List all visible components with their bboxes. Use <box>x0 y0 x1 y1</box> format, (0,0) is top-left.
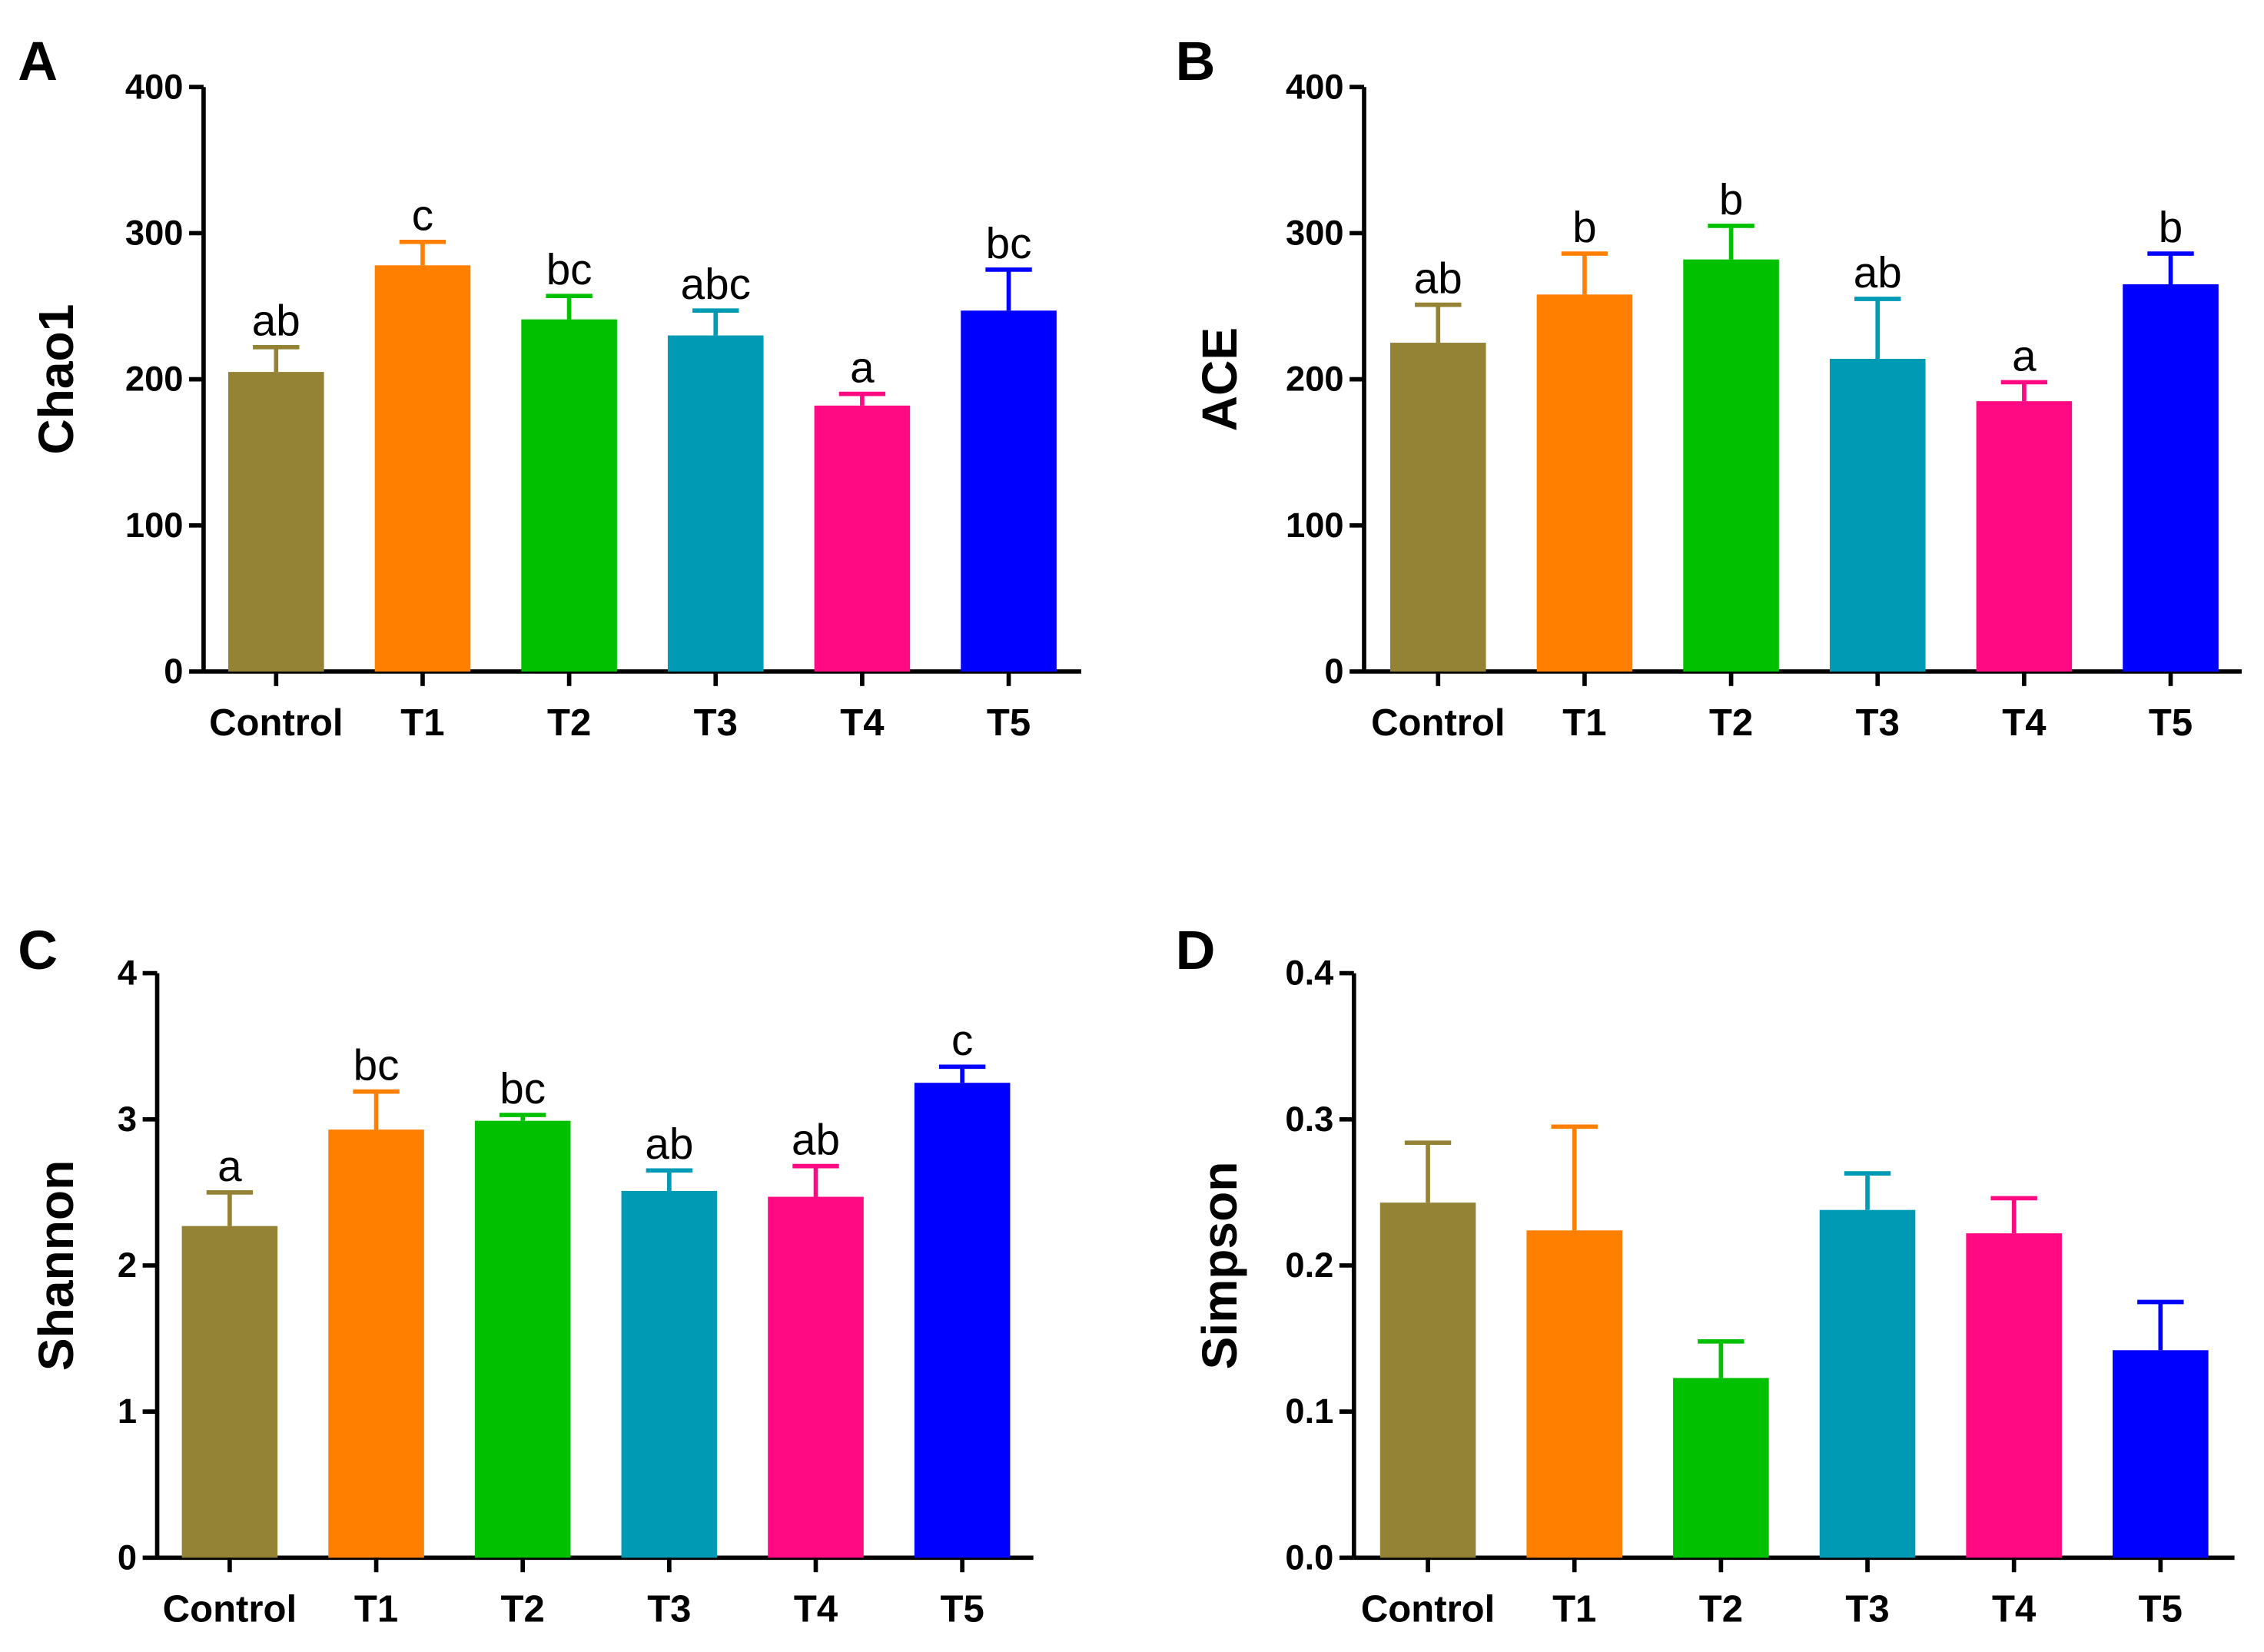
y-axis-label: ACE <box>1192 327 1247 431</box>
y-tick-label: 2 <box>118 1246 137 1285</box>
significance-label: ab <box>1854 248 1902 297</box>
panel-B: B ACE 0 100 200 300 400 Control ab T1 b T2 b T3 ab T4 a T… <box>1176 31 2242 744</box>
significance-label: bc <box>986 219 1032 267</box>
significance-label: bc <box>354 1041 400 1090</box>
bar-t2 <box>521 319 617 672</box>
x-tick-label: T1 <box>1562 702 1606 744</box>
bar-t3 <box>621 1190 718 1558</box>
significance-label: b <box>1572 203 1596 251</box>
y-tick-label: 0.3 <box>1285 1100 1333 1139</box>
bar-t4 <box>1966 1233 2062 1558</box>
y-axis-label: Chao1 <box>28 304 84 455</box>
y-tick-label: 400 <box>1286 67 1344 106</box>
x-tick-label: T4 <box>840 702 885 744</box>
x-tick-label: T4 <box>1992 1588 2037 1630</box>
y-tick-label: 3 <box>118 1100 137 1139</box>
significance-label: ab <box>252 297 300 345</box>
y-tick-label: 4 <box>118 954 137 993</box>
bar-t5 <box>2113 1350 2209 1558</box>
panel-C: C Shannon 0 1 2 3 4 Control a T1 bc T2 bc T3 ab T4 ab T5 c <box>18 920 1034 1630</box>
x-tick-label: T3 <box>694 702 738 744</box>
bar-t5 <box>2123 284 2219 672</box>
significance-label: c <box>951 1016 973 1064</box>
bar-t5 <box>914 1083 1011 1558</box>
bar-t1 <box>1536 294 1633 672</box>
significance-label: b <box>2159 203 2183 251</box>
significance-label: a <box>850 343 875 392</box>
x-tick-label: T1 <box>400 702 444 744</box>
x-tick-label: T3 <box>1856 702 1900 744</box>
significance-label: a <box>217 1142 242 1190</box>
bar-t4 <box>1976 401 2073 672</box>
x-tick-label: T5 <box>987 702 1031 744</box>
panel-letter: B <box>1176 31 1216 92</box>
bar-t1 <box>374 265 471 672</box>
bar-t5 <box>961 310 1057 672</box>
x-tick-label: Control <box>209 702 343 744</box>
y-tick-label: 0.2 <box>1285 1246 1333 1285</box>
x-tick-label: Control <box>1361 1588 1495 1630</box>
x-tick-label: T2 <box>1709 702 1753 744</box>
significance-label: ab <box>645 1120 693 1168</box>
y-tick-label: 0.1 <box>1285 1392 1333 1431</box>
panel-letter: D <box>1176 920 1216 981</box>
panel-D: D Simpson 0.0 0.1 0.2 0.3 0.4 Control T1 T2 T3 T4 T5 <box>1176 920 2235 1630</box>
bar-control <box>181 1226 278 1558</box>
panel-letter: C <box>18 920 58 981</box>
bar-t3 <box>1819 1209 1916 1558</box>
bar-t2 <box>1683 259 1779 672</box>
bar-t1 <box>328 1130 424 1558</box>
panel-A: AChao10100200300400ControlabT1cT2bcT3abc… <box>18 31 1081 744</box>
bar-control <box>1389 343 1486 672</box>
y-tick-label: 200 <box>125 360 184 399</box>
x-tick-label: Control <box>163 1588 297 1630</box>
y-tick-label: 0 <box>1324 652 1343 691</box>
significance-label: abc <box>681 260 751 308</box>
significance-label: ab <box>792 1116 840 1164</box>
x-tick-label: T2 <box>1699 1588 1743 1630</box>
y-tick-label: 400 <box>125 67 184 106</box>
bar-t4 <box>814 405 911 672</box>
y-tick-label: 0.4 <box>1285 954 1333 993</box>
y-tick-label: 100 <box>125 506 184 545</box>
significance-label: bc <box>546 245 593 294</box>
x-tick-label: T3 <box>1845 1588 1889 1630</box>
x-tick-label: T1 <box>1552 1588 1596 1630</box>
x-tick-label: T4 <box>2002 702 2047 744</box>
x-tick-label: Control <box>1371 702 1505 744</box>
y-tick-label: 0.0 <box>1285 1538 1333 1577</box>
x-tick-label: T1 <box>354 1588 398 1630</box>
bar-t4 <box>768 1196 864 1558</box>
bar-t2 <box>474 1120 571 1558</box>
x-tick-label: T3 <box>647 1588 691 1630</box>
significance-label: c <box>412 191 433 240</box>
y-tick-label: 0 <box>164 652 183 691</box>
panel-letter: A <box>18 31 58 92</box>
bar-control <box>228 372 324 672</box>
bar-t2 <box>1673 1378 1769 1558</box>
x-tick-label: T5 <box>2149 702 2193 744</box>
bar-t3 <box>667 335 764 672</box>
y-tick-label: 1 <box>118 1392 137 1431</box>
y-axis-label: Shannon <box>28 1160 84 1371</box>
bar-t1 <box>1526 1230 1623 1558</box>
significance-label: ab <box>1414 254 1462 303</box>
bar-t3 <box>1829 358 1926 672</box>
y-tick-label: 300 <box>1286 214 1344 253</box>
x-tick-label: T4 <box>794 1588 838 1630</box>
significance-label: b <box>1719 175 1743 224</box>
y-tick-label: 0 <box>118 1538 137 1577</box>
y-tick-label: 100 <box>1286 506 1344 545</box>
x-tick-label: T5 <box>2139 1588 2183 1630</box>
y-axis-label: Simpson <box>1192 1161 1247 1369</box>
x-tick-label: T2 <box>547 702 591 744</box>
y-tick-label: 200 <box>1286 360 1344 399</box>
significance-label: a <box>2012 331 2037 380</box>
y-tick-label: 300 <box>125 214 184 253</box>
significance-label: bc <box>500 1064 546 1113</box>
bar-control <box>1379 1203 1476 1558</box>
x-tick-label: T5 <box>941 1588 984 1630</box>
x-tick-label: T2 <box>501 1588 545 1630</box>
